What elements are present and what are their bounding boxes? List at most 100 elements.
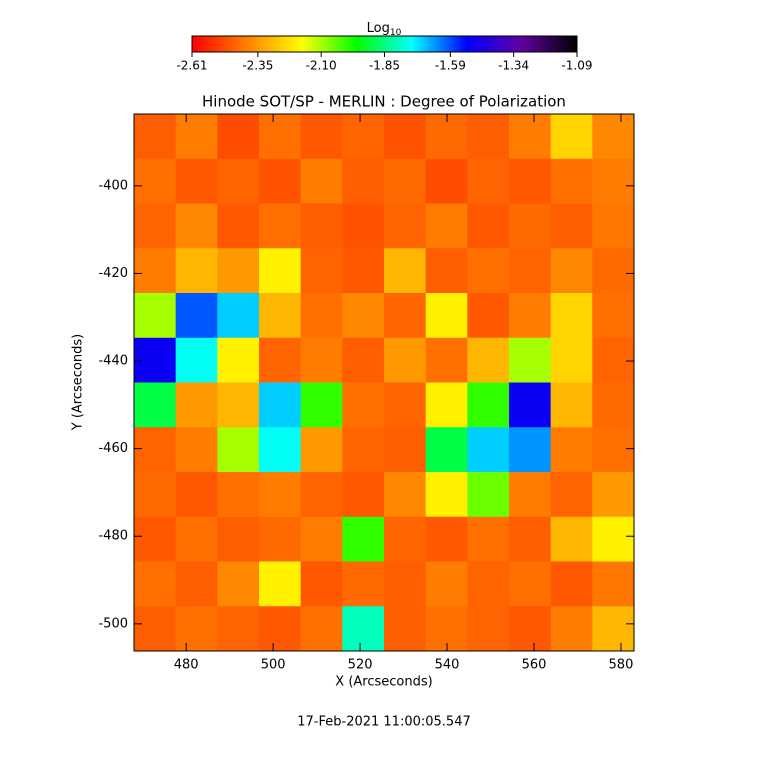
colorbar-tick-label: -1.34 — [498, 59, 529, 73]
heatmap-cell — [175, 114, 218, 160]
heatmap-cell — [300, 382, 343, 428]
heatmap-cell — [425, 337, 468, 383]
heatmap-cell — [550, 606, 593, 652]
heatmap-cell — [592, 472, 635, 518]
heatmap-cell — [425, 561, 468, 607]
heatmap-cell — [259, 114, 302, 160]
heatmap-cell — [217, 337, 260, 383]
heatmap-cell — [134, 203, 177, 249]
heatmap-cell — [217, 561, 260, 607]
heatmap-cell — [425, 516, 468, 562]
heatmap-cell — [217, 472, 260, 518]
heatmap-cell — [592, 248, 635, 294]
heatmap-cell — [467, 561, 510, 607]
y-tick-label: -440 — [98, 354, 128, 369]
heatmap-cell — [384, 203, 427, 249]
heatmap-cell — [467, 427, 510, 473]
heatmap-cell — [342, 203, 385, 249]
heatmap-cell — [550, 382, 593, 428]
colorbar-tick-label: -2.61 — [176, 59, 207, 73]
heatmap-cell — [592, 158, 635, 204]
heatmap-cell — [384, 427, 427, 473]
heatmap-cell — [467, 248, 510, 294]
x-tick-label: 580 — [609, 658, 634, 673]
heatmap-cell — [134, 158, 177, 204]
heatmap-cell — [259, 516, 302, 562]
heatmap-cell — [592, 606, 635, 652]
heatmap-cell — [467, 337, 510, 383]
heatmap-cell — [175, 472, 218, 518]
heatmap-cell — [300, 293, 343, 339]
heatmap-cell — [259, 382, 302, 428]
heatmap-cell — [592, 114, 635, 160]
heatmap-cell — [217, 516, 260, 562]
heatmap-cell — [550, 114, 593, 160]
colorbar-tick-label: -1.59 — [435, 59, 466, 73]
heatmap-cell — [175, 606, 218, 652]
heatmap-cell — [550, 427, 593, 473]
heatmap-cell — [175, 337, 218, 383]
heatmap-cell — [509, 158, 552, 204]
heatmap-cell — [509, 203, 552, 249]
heatmap-cell — [550, 158, 593, 204]
colorbar — [191, 35, 578, 53]
colorbar-label-main: Log — [367, 21, 390, 36]
heatmap-cell — [217, 158, 260, 204]
heatmap-cell — [384, 293, 427, 339]
heatmap-cell — [384, 561, 427, 607]
heatmap-cell — [384, 516, 427, 562]
heatmap-cell — [509, 114, 552, 160]
heatmap-cell — [425, 158, 468, 204]
heatmap-cell — [384, 158, 427, 204]
heatmap-cell — [300, 472, 343, 518]
heatmap-cell — [592, 293, 635, 339]
heatmap-cell — [259, 337, 302, 383]
heatmap-cell — [217, 203, 260, 249]
heatmap-cell — [550, 293, 593, 339]
heatmap — [134, 114, 635, 652]
heatmap-cell — [134, 561, 177, 607]
heatmap-cell — [342, 293, 385, 339]
heatmap-cell — [175, 427, 218, 473]
heatmap-cell — [509, 472, 552, 518]
heatmap-cell — [342, 472, 385, 518]
colorbar-tick-label: -2.35 — [242, 59, 273, 73]
x-tick-label: 480 — [174, 658, 199, 673]
heatmap-cell — [342, 382, 385, 428]
heatmap-cell — [425, 382, 468, 428]
heatmap-cell — [134, 472, 177, 518]
heatmap-cell — [467, 114, 510, 160]
heatmap-cell — [384, 606, 427, 652]
heatmap-cell — [425, 427, 468, 473]
heatmap-cell — [467, 472, 510, 518]
heatmap-cell — [259, 561, 302, 607]
heatmap-cell — [550, 516, 593, 562]
footer-timestamp: 17-Feb-2021 11:00:05.547 — [297, 715, 471, 730]
heatmap-cell — [134, 114, 177, 160]
heatmap-cell — [509, 382, 552, 428]
heatmap-cell — [550, 337, 593, 383]
heatmap-cell — [550, 472, 593, 518]
heatmap-cell — [134, 382, 177, 428]
heatmap-cell — [134, 337, 177, 383]
heatmap-cell — [300, 248, 343, 294]
heatmap-cell — [175, 516, 218, 562]
y-tick-label: -420 — [98, 266, 128, 281]
heatmap-cell — [134, 293, 177, 339]
heatmap-cell — [300, 561, 343, 607]
heatmap-cell — [509, 427, 552, 473]
x-tick-label: 560 — [522, 658, 547, 673]
heatmap-cell — [425, 293, 468, 339]
x-tick-label: 520 — [348, 658, 373, 673]
colorbar-tick-label: -2.10 — [306, 59, 337, 73]
heatmap-cell — [217, 248, 260, 294]
heatmap-cell — [384, 382, 427, 428]
heatmap-cell — [342, 337, 385, 383]
colorbar-tick-label: -1.85 — [369, 59, 400, 73]
heatmap-cell — [175, 203, 218, 249]
heatmap-cell — [467, 516, 510, 562]
chart-title: Hinode SOT/SP - MERLIN : Degree of Polar… — [202, 93, 566, 111]
x-tick-label: 540 — [435, 658, 460, 673]
colorbar-tick-label: -1.09 — [561, 59, 592, 73]
